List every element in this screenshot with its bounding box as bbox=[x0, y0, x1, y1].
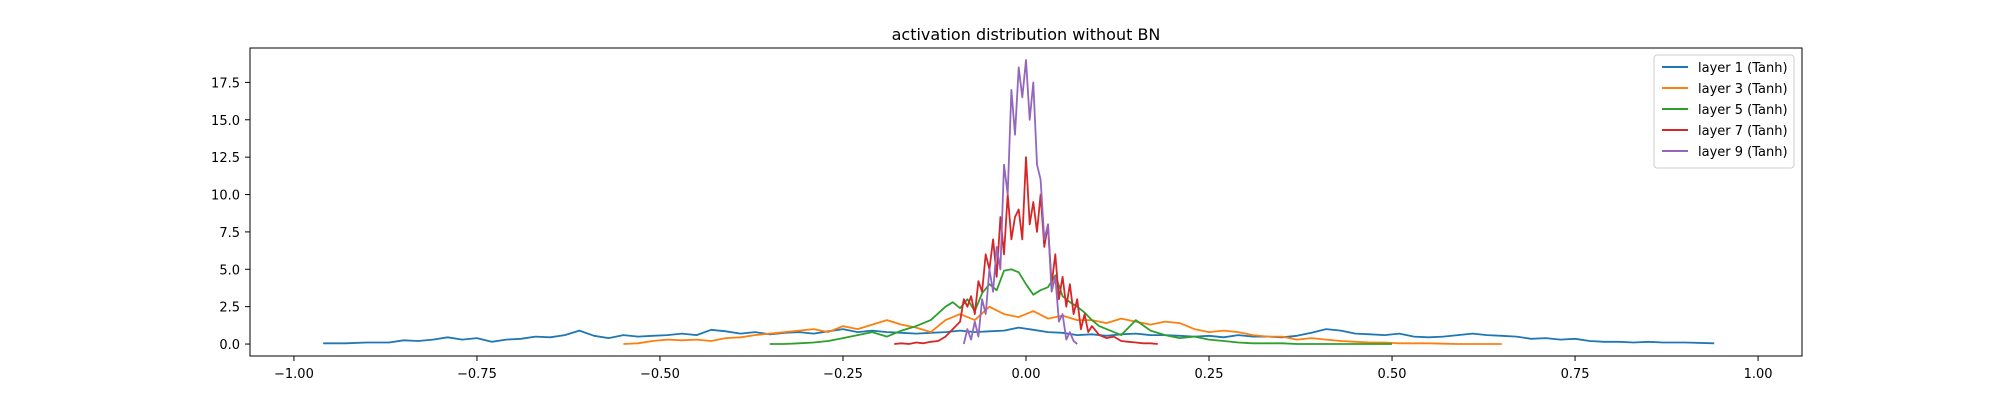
legend-label: layer 7 (Tanh) bbox=[1698, 124, 1788, 139]
y-tick-label: 2.5 bbox=[219, 301, 240, 316]
legend-label: layer 3 (Tanh) bbox=[1698, 82, 1788, 97]
y-tick-label: 5.0 bbox=[219, 263, 240, 278]
y-tick-label: 15.0 bbox=[211, 114, 240, 129]
x-tick-label: 0.75 bbox=[1561, 367, 1590, 382]
x-tick-label: −0.75 bbox=[457, 367, 497, 382]
x-tick-label: −0.50 bbox=[640, 367, 680, 382]
legend-box bbox=[1653, 54, 1795, 169]
legend-label: layer 1 (Tanh) bbox=[1698, 61, 1788, 76]
x-tick-label: 0.50 bbox=[1378, 367, 1407, 382]
legend-label: layer 9 (Tanh) bbox=[1698, 145, 1788, 160]
x-tick-label: 0.25 bbox=[1195, 367, 1224, 382]
y-tick-label: 7.5 bbox=[219, 226, 240, 241]
y-tick-label: 0.0 bbox=[219, 338, 240, 353]
x-tick-label: 1.00 bbox=[1744, 367, 1773, 382]
y-tick-label: 12.5 bbox=[211, 151, 240, 166]
x-axis: −1.00 −0.75 −0.50 −0.25 0.00 0.25 0.50 0.75 1.00 bbox=[274, 356, 1773, 382]
chart-title: activation distribution without BN bbox=[892, 25, 1161, 44]
series-line-3 bbox=[769, 268, 1392, 345]
x-tick-label: −0.25 bbox=[823, 367, 863, 382]
series-line-5 bbox=[962, 59, 1078, 345]
x-tick-label: 0.00 bbox=[1012, 367, 1041, 382]
legend: layer 1 (Tanh) layer 3 (Tanh) layer 5 (Tan… bbox=[1653, 54, 1795, 169]
plot-lines bbox=[323, 59, 1715, 345]
y-axis: 0.0 2.5 5.0 7.5 10.0 12.5 15.0 17.5 bbox=[211, 76, 250, 353]
x-tick-label: −1.00 bbox=[274, 367, 314, 382]
y-tick-label: 10.0 bbox=[211, 189, 240, 204]
series-line-2 bbox=[623, 305, 1502, 345]
y-tick-label: 17.5 bbox=[211, 76, 240, 91]
legend-label: layer 5 (Tanh) bbox=[1698, 103, 1788, 118]
plot-frame bbox=[249, 47, 1803, 357]
series-line-4 bbox=[894, 156, 1158, 345]
series-line-1 bbox=[323, 326, 1715, 345]
